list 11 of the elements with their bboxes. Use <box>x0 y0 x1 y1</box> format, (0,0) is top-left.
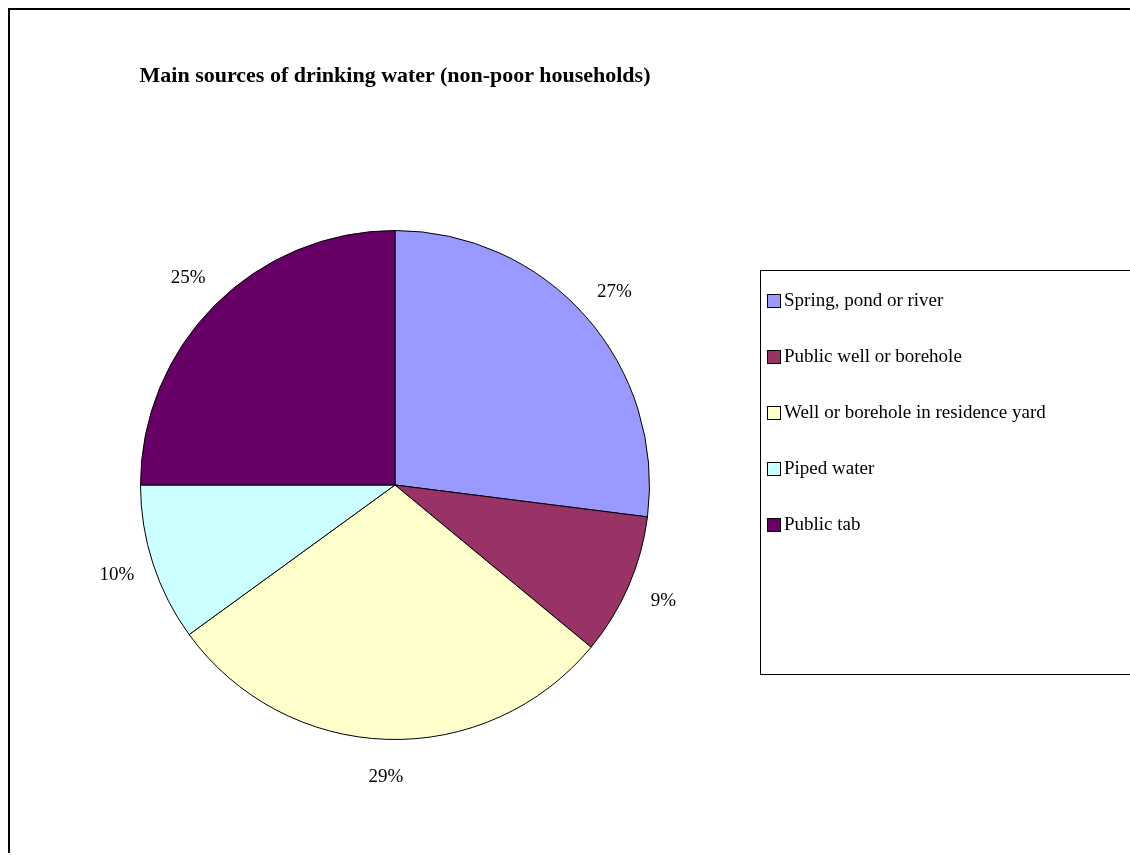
legend-label: Public well or borehole <box>784 345 962 367</box>
data-label: 25% <box>170 266 206 288</box>
data-label: 27% <box>596 279 632 301</box>
data-label: 29% <box>368 765 404 787</box>
data-label: 9% <box>650 589 677 611</box>
legend-label: Public tab <box>784 513 861 535</box>
chart-title: Main sources of drinking water (non-poor households) <box>138 62 652 88</box>
data-label: 10% <box>99 563 135 585</box>
legend-label: Piped water <box>784 457 875 479</box>
legend-label: Well or borehole in residence yard <box>784 401 1046 423</box>
legend-label: Spring, pond or river <box>784 289 944 311</box>
